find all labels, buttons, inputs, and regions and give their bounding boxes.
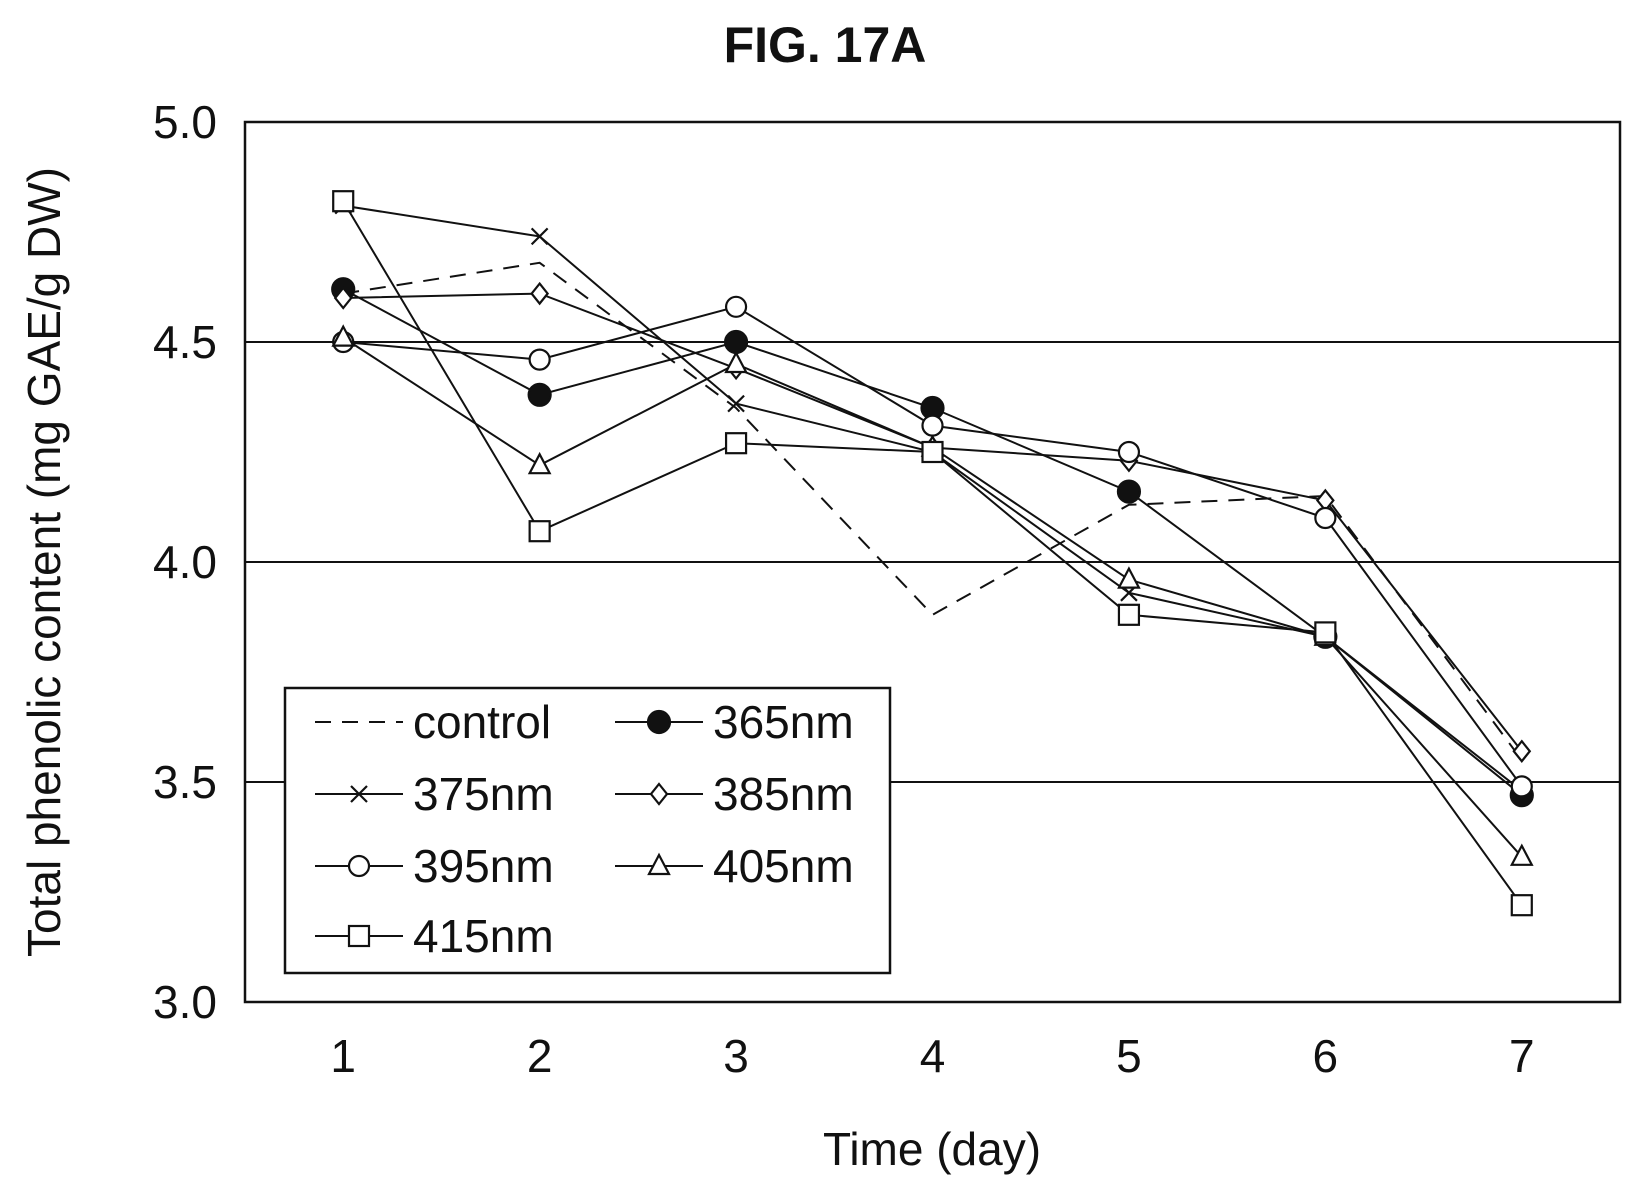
data-point: [921, 440, 944, 464]
legend-item-control: control: [315, 696, 551, 748]
data-point: [723, 329, 749, 355]
legend-item-395nm: 395nm: [315, 840, 554, 892]
data-point: [1314, 506, 1337, 530]
series-415nm: [332, 190, 1533, 917]
data-point: [331, 324, 356, 347]
data-point: [1117, 603, 1141, 626]
legend-box: [283, 686, 892, 975]
legend-label: 365nm: [713, 696, 854, 748]
data-point: [527, 451, 552, 475]
x-tick-label: 3: [723, 1030, 749, 1082]
data-point: [724, 350, 748, 374]
legend-label: 385nm: [713, 768, 854, 820]
legend-item-365nm: 365nm: [615, 696, 854, 748]
y-tick-label: 5.0: [153, 96, 217, 148]
legend-marker: [647, 852, 671, 876]
x-axis-label: Time (day): [823, 1123, 1041, 1175]
data-point: [527, 382, 552, 407]
figure-title: FIG. 17A: [724, 17, 927, 73]
legend-item-375nm: 375nm: [315, 768, 554, 820]
data-point: [1116, 479, 1142, 504]
data-point: [1509, 843, 1534, 866]
legend-marker: [649, 782, 669, 806]
legend-item-405nm: 405nm: [615, 840, 854, 892]
legend-item-385nm: 385nm: [615, 768, 854, 820]
data-point: [1117, 566, 1141, 589]
legend-marker: [347, 854, 371, 878]
legend-label: 405nm: [713, 840, 854, 892]
data-point: [724, 432, 748, 455]
legend-label: 375nm: [413, 768, 554, 820]
data-point: [332, 190, 355, 213]
series-layer: [331, 190, 1534, 917]
x-tick-label: 5: [1116, 1030, 1142, 1082]
series-line: [343, 261, 1523, 761]
legend-item-415nm: 415nm: [315, 910, 554, 962]
y-tick-label: 3.5: [153, 756, 217, 808]
plot-frame: [243, 120, 1622, 1004]
data-point: [724, 295, 748, 318]
legend: control 365nm 375nm 385nm 395nm 405nm 415nm: [283, 686, 892, 975]
legend-marker: [347, 924, 371, 948]
legend-label: 415nm: [413, 910, 554, 962]
x-tick-label: 4: [920, 1030, 946, 1082]
series-line: [343, 292, 1523, 752]
data-point: [1117, 440, 1141, 464]
data-point: [921, 414, 944, 437]
data-point: [333, 286, 353, 310]
x-axis-ticks: 1 2 3 4 5 6 7: [330, 1030, 1534, 1082]
y-tick-label: 3.0: [153, 976, 217, 1028]
data-point: [1512, 739, 1532, 763]
legend-label: control: [413, 696, 551, 748]
x-tick-label: 6: [1313, 1030, 1339, 1082]
data-point: [530, 227, 549, 246]
legend-marker: [646, 709, 672, 735]
y-axis-label: Total phenolic content (mg GAE/g DW): [18, 167, 70, 957]
data-point: [1510, 775, 1533, 798]
y-axis-ticks: 3.0 3.5 4.0 4.5 5.0: [153, 96, 217, 1028]
legend-marker: [350, 785, 368, 803]
data-point: [1510, 894, 1533, 917]
data-point: [528, 348, 551, 371]
legend-items: control 365nm 375nm 385nm 395nm 405nm 415nm: [315, 696, 854, 962]
data-point: [528, 520, 551, 543]
x-tick-label: 7: [1509, 1030, 1535, 1082]
data-point: [1314, 621, 1337, 644]
legend-label: 395nm: [413, 840, 554, 892]
y-tick-label: 4.5: [153, 316, 217, 368]
data-point: [530, 281, 550, 306]
series-control: [343, 261, 1523, 761]
y-tick-label: 4.0: [153, 536, 217, 588]
x-tick-label: 1: [330, 1030, 356, 1082]
data-point: [727, 394, 745, 413]
x-tick-label: 2: [527, 1030, 553, 1082]
